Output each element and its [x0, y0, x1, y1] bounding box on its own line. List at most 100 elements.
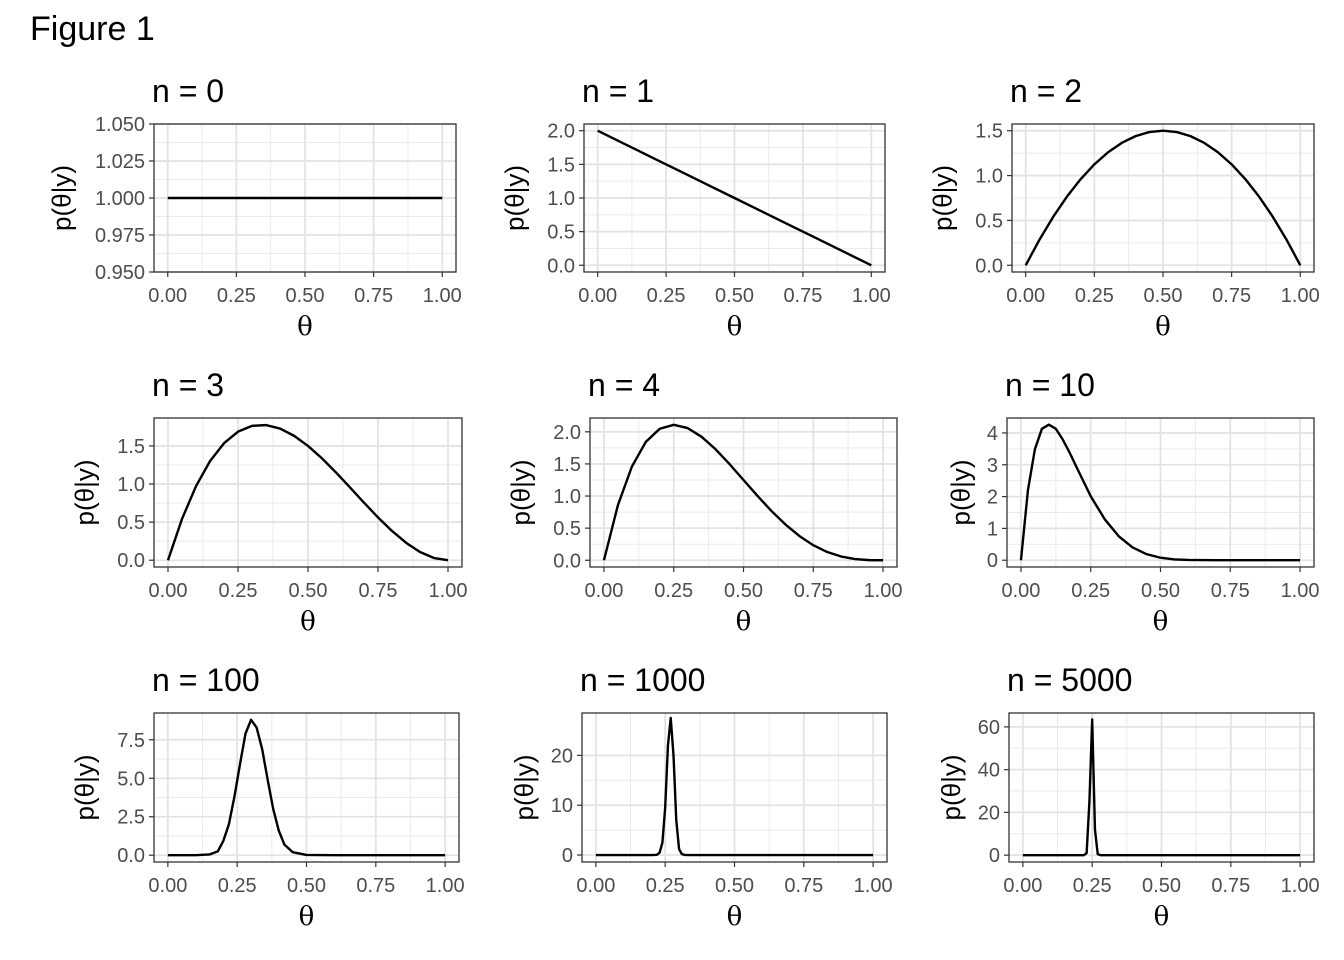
x-tick-label: 0.75	[783, 285, 822, 307]
panel-1: 0.00 0.25 0.50 0.75 1.00 0.0 0.5 1.0 1.5 2.0 n = 1…	[500, 73, 891, 342]
x-tick-label: 0.75	[359, 580, 398, 602]
y-tick-label: 1	[987, 518, 998, 540]
x-tick-label: 0.00	[576, 875, 615, 897]
y-tick-label: 2	[987, 487, 998, 509]
panel-title: n = 10	[1005, 367, 1095, 403]
x-tick-label: 0.50	[1144, 285, 1183, 307]
y-tick-label: 0.5	[975, 210, 1003, 232]
panel-title: n = 0	[152, 73, 224, 109]
y-axis-label: p(θ|y)	[506, 460, 536, 526]
x-tick-label: 1.00	[1281, 285, 1320, 307]
x-tick-label: 1.00	[423, 285, 462, 307]
y-tick-label: 0.0	[547, 255, 575, 277]
panel-title: n = 100	[152, 662, 260, 698]
x-tick-label: 0.75	[784, 875, 823, 897]
y-tick-label: 3	[987, 455, 998, 477]
panel-title: n = 4	[588, 367, 660, 403]
x-tick-label: 0.75	[356, 875, 395, 897]
x-axis-label: θ	[300, 607, 316, 637]
y-tick-label: 0.975	[95, 225, 145, 247]
x-axis-label: θ	[299, 902, 315, 932]
x-tick-label: 1.00	[852, 285, 891, 307]
x-tick-label: 1.00	[426, 875, 465, 897]
x-tick-label: 0.00	[149, 580, 188, 602]
x-tick-label: 0.00	[578, 285, 617, 307]
panel-3: 0.00 0.25 0.50 0.75 1.00 0.0 0.5 1.0 1.5 n = 3 θ p(…	[70, 367, 468, 637]
x-tick-label: 0.25	[1075, 285, 1114, 307]
x-tick-label: 1.00	[429, 580, 468, 602]
y-tick-label: 40	[978, 760, 1000, 782]
y-tick-label: 1.0	[117, 474, 145, 496]
y-tick-label: 1.025	[95, 151, 145, 173]
x-tick-label: 1.00	[864, 580, 903, 602]
x-tick-label: 0.00	[1006, 285, 1045, 307]
y-tick-label: 1.0	[547, 188, 575, 210]
y-axis-label: p(θ|y)	[936, 755, 966, 821]
x-tick-label: 1.00	[854, 875, 893, 897]
y-axis-label: p(θ|y)	[47, 165, 77, 231]
panel-4: 0.00 0.25 0.50 0.75 1.00 0.0 0.5 1.0 1.5 2.0 n = 4…	[506, 367, 903, 637]
x-axis-label: θ	[727, 902, 743, 932]
x-tick-label: 0.00	[1001, 580, 1040, 602]
x-tick-label: 0.50	[724, 580, 763, 602]
panel-6: 0.00 0.25 0.50 0.75 1.00 0.0 2.5 5.0 7.5 n = 100 θ…	[70, 662, 465, 932]
x-axis-label: θ	[736, 607, 752, 637]
y-tick-label: 0.0	[553, 550, 581, 572]
panel-title: n = 1	[582, 73, 654, 109]
figure-title: Figure 1	[30, 10, 155, 48]
y-tick-label: 2.5	[117, 807, 145, 829]
panel-0: 0.00 0.25 0.50 0.75 1.00 0.950 0.975 1.000 1.025…	[47, 73, 462, 342]
x-tick-label: 0.25	[218, 875, 257, 897]
x-tick-label: 0.25	[646, 875, 685, 897]
x-tick-label: 0.25	[1073, 875, 1112, 897]
x-tick-label: 0.50	[1142, 875, 1181, 897]
y-tick-label: 1.000	[95, 188, 145, 210]
x-axis-label: θ	[297, 312, 313, 342]
x-tick-label: 0.25	[654, 580, 693, 602]
panel-7: 0.00 0.25 0.50 0.75 1.00 0 10 20 n = 1000 θ p(θ|y)	[509, 662, 893, 932]
density-line	[167, 718, 446, 857]
x-axis-label: θ	[727, 312, 743, 342]
y-tick-label: 0.0	[975, 255, 1003, 277]
density-line	[1024, 129, 1302, 266]
y-tick-label: 1.5	[117, 436, 145, 458]
panel-title: n = 5000	[1007, 662, 1132, 698]
density-line	[595, 716, 874, 857]
y-tick-label: 0.950	[95, 262, 145, 284]
x-tick-label: 0.75	[1212, 285, 1251, 307]
x-axis-label: θ	[1155, 312, 1171, 342]
y-axis-label: p(θ|y)	[500, 165, 530, 231]
y-tick-label: 20	[978, 802, 1000, 824]
y-tick-label: 2.0	[547, 121, 575, 143]
x-tick-label: 0.00	[148, 875, 187, 897]
y-tick-label: 0.5	[547, 222, 575, 244]
density-line	[166, 423, 449, 562]
y-tick-label: 10	[551, 795, 573, 817]
y-tick-label: 0.0	[117, 845, 145, 867]
x-tick-label: 1.00	[1281, 875, 1320, 897]
panel-5: 0.00 0.25 0.50 0.75 1.00 0 1 2 3 4 n = 10 θ p(θ|y)	[946, 367, 1320, 637]
y-tick-label: 7.5	[117, 730, 145, 752]
panel-title: n = 1000	[580, 662, 705, 698]
x-tick-label: 0.75	[354, 285, 393, 307]
x-tick-label: 0.00	[584, 580, 623, 602]
x-tick-label: 0.50	[715, 285, 754, 307]
panel-title: n = 3	[152, 367, 224, 403]
y-tick-label: 4	[987, 423, 998, 445]
y-tick-label: 2.0	[553, 422, 581, 444]
x-tick-label: 0.25	[219, 580, 258, 602]
y-tick-label: 0.5	[117, 512, 145, 534]
x-tick-label: 0.50	[287, 875, 326, 897]
x-axis-label: θ	[1153, 607, 1169, 637]
x-tick-label: 0.25	[1071, 580, 1110, 602]
y-tick-label: 1.5	[553, 454, 581, 476]
x-tick-label: 0.50	[1141, 580, 1180, 602]
density-line	[597, 129, 872, 267]
y-axis-label: p(θ|y)	[928, 165, 958, 231]
y-axis-label: p(θ|y)	[946, 460, 976, 526]
y-tick-label: 60	[978, 717, 1000, 739]
density-line	[1022, 718, 1301, 857]
y-axis-label: p(θ|y)	[70, 755, 100, 821]
y-tick-label: 0	[989, 845, 1000, 867]
x-tick-label: 0.25	[217, 285, 256, 307]
